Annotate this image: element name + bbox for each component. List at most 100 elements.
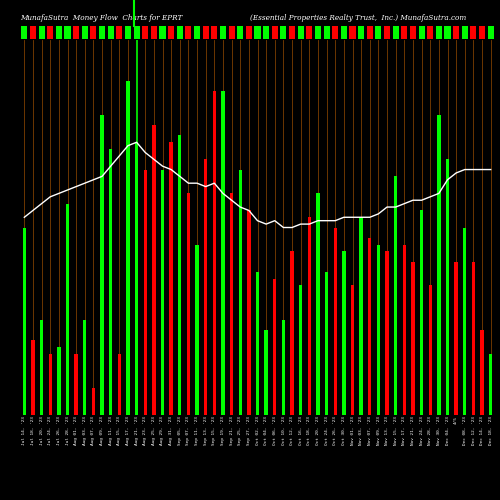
Bar xyxy=(342,252,345,415)
Bar xyxy=(160,26,166,39)
Bar xyxy=(315,26,321,39)
Bar xyxy=(368,238,372,415)
Bar xyxy=(142,26,148,39)
Bar xyxy=(420,210,423,415)
Bar xyxy=(186,26,192,39)
Bar xyxy=(126,81,130,415)
Bar xyxy=(453,26,459,39)
Bar xyxy=(384,26,390,39)
Bar xyxy=(177,26,183,39)
Bar xyxy=(428,286,432,415)
Bar xyxy=(436,26,442,39)
Bar xyxy=(402,26,407,39)
Bar xyxy=(299,286,302,415)
Bar xyxy=(402,244,406,415)
Bar xyxy=(463,228,466,415)
Bar xyxy=(168,26,174,39)
Text: MunafaSutra  Money Flow  Charts for EPRT: MunafaSutra Money Flow Charts for EPRT xyxy=(20,14,182,22)
Bar xyxy=(472,262,475,415)
Bar xyxy=(30,26,36,39)
Bar xyxy=(470,26,476,39)
Bar xyxy=(324,26,330,39)
Bar xyxy=(332,26,338,39)
Bar xyxy=(83,320,86,415)
Bar xyxy=(134,26,140,39)
Bar xyxy=(377,244,380,415)
Bar xyxy=(392,26,398,39)
Bar xyxy=(64,26,70,39)
Bar xyxy=(289,26,295,39)
Bar xyxy=(74,354,78,415)
Bar xyxy=(480,330,484,415)
Bar xyxy=(116,26,122,39)
Bar xyxy=(109,149,112,415)
Bar xyxy=(48,354,52,415)
Bar xyxy=(446,160,449,415)
Bar xyxy=(66,204,69,415)
Bar xyxy=(151,26,157,39)
Bar xyxy=(280,26,286,39)
Bar xyxy=(351,286,354,415)
Bar xyxy=(334,228,337,415)
Bar xyxy=(32,340,34,415)
Bar xyxy=(325,272,328,415)
Bar xyxy=(298,26,304,39)
Bar xyxy=(118,354,121,415)
Bar xyxy=(47,26,53,39)
Bar xyxy=(256,272,259,415)
Bar xyxy=(222,91,224,415)
Bar xyxy=(230,194,233,415)
Bar xyxy=(220,26,226,39)
Bar xyxy=(306,26,312,39)
Bar xyxy=(341,26,347,39)
Bar xyxy=(90,26,96,39)
Bar xyxy=(254,26,260,39)
Bar xyxy=(152,125,156,415)
Bar xyxy=(479,26,485,39)
Bar xyxy=(125,26,131,39)
Bar xyxy=(204,160,208,415)
Bar xyxy=(376,26,382,39)
Bar xyxy=(273,278,276,415)
Bar xyxy=(57,347,60,415)
Bar xyxy=(212,26,218,39)
Text: (Essential Properties Realty Trust,  Inc.) MunafaSutra.com: (Essential Properties Realty Trust, Inc.… xyxy=(250,14,466,22)
Bar xyxy=(82,26,88,39)
Bar xyxy=(350,26,356,39)
Bar xyxy=(187,194,190,415)
Bar xyxy=(427,26,433,39)
Bar xyxy=(394,176,398,415)
Bar xyxy=(99,26,105,39)
Bar xyxy=(196,244,198,415)
Bar xyxy=(135,142,138,415)
Bar xyxy=(92,388,95,415)
Bar xyxy=(444,26,450,39)
Bar xyxy=(367,26,373,39)
Bar xyxy=(386,252,388,415)
Bar xyxy=(316,194,320,415)
Bar xyxy=(161,170,164,415)
Bar xyxy=(108,26,114,39)
Bar xyxy=(38,26,44,39)
Bar xyxy=(308,218,311,415)
Bar xyxy=(360,218,363,415)
Bar xyxy=(237,26,243,39)
Bar xyxy=(73,26,79,39)
Bar xyxy=(246,26,252,39)
Bar xyxy=(238,170,242,415)
Bar xyxy=(358,26,364,39)
Bar xyxy=(290,252,294,415)
Bar xyxy=(40,320,43,415)
Bar xyxy=(56,26,62,39)
Bar xyxy=(418,26,424,39)
Bar xyxy=(263,26,269,39)
Bar xyxy=(489,354,492,415)
Bar xyxy=(100,115,103,415)
Bar xyxy=(144,170,147,415)
Bar xyxy=(202,26,208,39)
Bar xyxy=(282,320,285,415)
Bar xyxy=(272,26,278,39)
Bar xyxy=(22,26,28,39)
Bar xyxy=(212,91,216,415)
Bar xyxy=(228,26,234,39)
